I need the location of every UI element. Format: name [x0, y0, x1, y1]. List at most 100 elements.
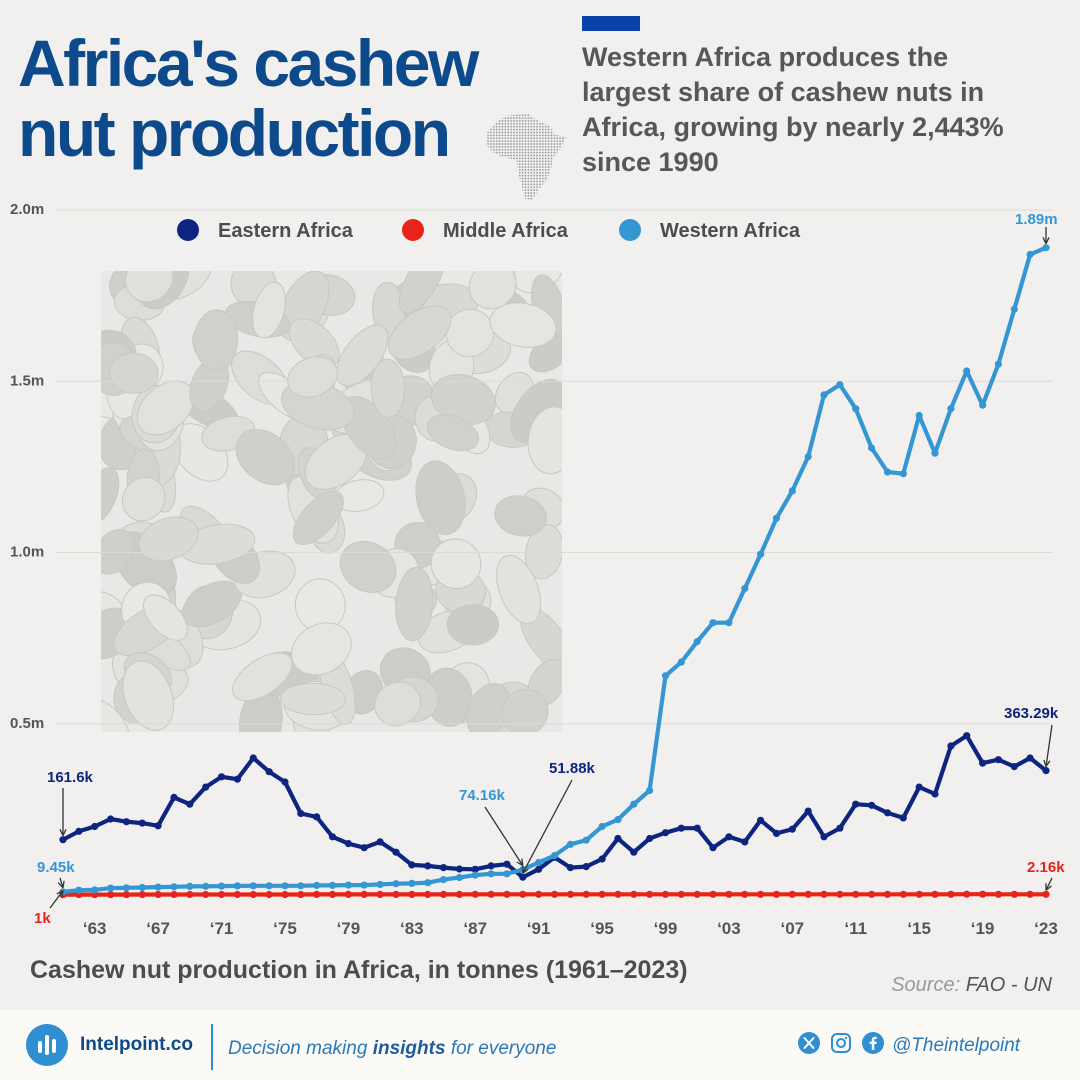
data-point	[741, 890, 749, 898]
cashew-nut	[138, 516, 199, 562]
data-point	[1026, 754, 1034, 762]
subtitle-line-3: Africa, growing by nearly 2,443%	[582, 112, 1004, 142]
data-point	[154, 890, 162, 899]
data-point	[804, 890, 812, 898]
cashew-nut	[101, 528, 135, 575]
cashew-nut	[287, 356, 338, 398]
line-chart: 0.5m 1.0m 1.5m 2.0m ‘63 ‘67 ‘71 ‘75 ‘79 ‘83 ‘87 ‘9…	[10, 201, 1065, 938]
data-point	[313, 881, 321, 890]
data-point	[1010, 305, 1018, 313]
source-value: FAO - UN	[965, 974, 1052, 996]
africa-map-icon	[485, 113, 567, 201]
data-point	[217, 890, 226, 899]
data-point	[186, 882, 194, 891]
data-point	[297, 890, 305, 899]
data-point	[550, 852, 559, 860]
y-tick-label: 1.0m	[10, 544, 44, 561]
data-point	[741, 838, 749, 846]
data-point	[1042, 767, 1050, 775]
data-point	[487, 870, 495, 878]
data-point	[91, 886, 99, 894]
data-point	[107, 884, 115, 892]
data-point	[265, 882, 273, 890]
data-point	[994, 756, 1003, 764]
annotation-arrowhead	[1043, 759, 1051, 767]
data-point	[122, 891, 130, 899]
x-tick-label: ‘75	[273, 919, 297, 938]
data-point	[899, 470, 907, 478]
instagram-icon[interactable]	[830, 1032, 852, 1054]
data-point	[836, 824, 844, 832]
annotation-label: 1.89m	[1015, 211, 1058, 228]
annotation-arrow	[1045, 877, 1053, 891]
accent-bar	[582, 16, 640, 31]
cashew-nut	[279, 682, 346, 716]
data-point	[202, 890, 210, 899]
cashew-nut	[489, 302, 557, 348]
chart-caption: Cashew nut production in Africa, in tonn…	[30, 956, 688, 984]
data-point	[281, 882, 289, 890]
tagline-start: Decision making	[228, 1038, 368, 1059]
data-point	[963, 732, 971, 740]
data-point	[947, 742, 955, 750]
x-icon[interactable]	[798, 1032, 820, 1054]
data-point	[439, 864, 448, 872]
data-point	[931, 790, 939, 798]
data-point	[170, 883, 178, 891]
data-point	[646, 786, 654, 795]
data-point	[91, 822, 99, 831]
data-point	[519, 890, 527, 898]
chart-grid	[55, 209, 1052, 725]
annotations: 161.6k 1k 9.45k 74.16k 51.88k 1.89m 363.29k 2.1…	[34, 211, 1065, 927]
data-point	[535, 890, 543, 898]
data-point	[598, 822, 606, 831]
data-point	[772, 514, 781, 522]
tagline: Decision making insights for everyone	[228, 1038, 556, 1060]
title-line-1: Africa's cashew	[18, 26, 479, 100]
data-point	[265, 890, 273, 899]
data-point	[154, 883, 162, 891]
y-axis: 0.5m 1.0m 1.5m 2.0m	[10, 201, 44, 732]
data-point	[471, 890, 479, 898]
data-point	[1010, 763, 1018, 771]
data-point	[138, 890, 146, 899]
cashew-nut	[232, 652, 293, 702]
source-note: Source: FAO - UN	[891, 974, 1052, 997]
data-point	[725, 890, 733, 898]
facebook-icon[interactable]	[862, 1032, 884, 1054]
data-point	[1010, 890, 1018, 898]
data-point	[630, 848, 638, 856]
data-point	[471, 865, 479, 873]
data-point	[899, 814, 907, 822]
data-point	[1026, 890, 1034, 898]
data-point	[233, 882, 241, 890]
x-tick-label: ‘79	[337, 919, 361, 938]
cashew-nut	[143, 594, 188, 641]
data-point	[852, 800, 860, 808]
data-point	[677, 658, 685, 666]
cashew-nuts-photo	[101, 271, 562, 732]
data-point	[963, 890, 971, 898]
data-point	[661, 672, 670, 680]
data-point	[503, 860, 511, 868]
annotation: 161.6k	[47, 769, 94, 836]
data-point	[297, 809, 305, 818]
data-point	[741, 584, 749, 593]
data-point	[487, 862, 495, 870]
annotation-arrowhead	[522, 866, 529, 874]
data-point	[360, 881, 368, 889]
data-point	[249, 882, 257, 890]
data-point	[424, 879, 432, 887]
data-point	[376, 890, 384, 899]
cashew-nut	[426, 414, 480, 452]
cashew-nut	[374, 681, 421, 727]
data-point	[75, 827, 83, 835]
data-point	[297, 882, 305, 890]
x-tick-label: ‘19	[971, 919, 995, 938]
brand-link[interactable]: Intelpoint.co	[80, 1034, 193, 1055]
tagline-end: for everyone	[450, 1038, 557, 1059]
social-handle[interactable]: @Theintelpoint	[892, 1035, 1021, 1056]
cashew-nut	[292, 490, 344, 546]
cashew-texture	[101, 271, 562, 732]
brand-logo[interactable]	[26, 1024, 68, 1066]
